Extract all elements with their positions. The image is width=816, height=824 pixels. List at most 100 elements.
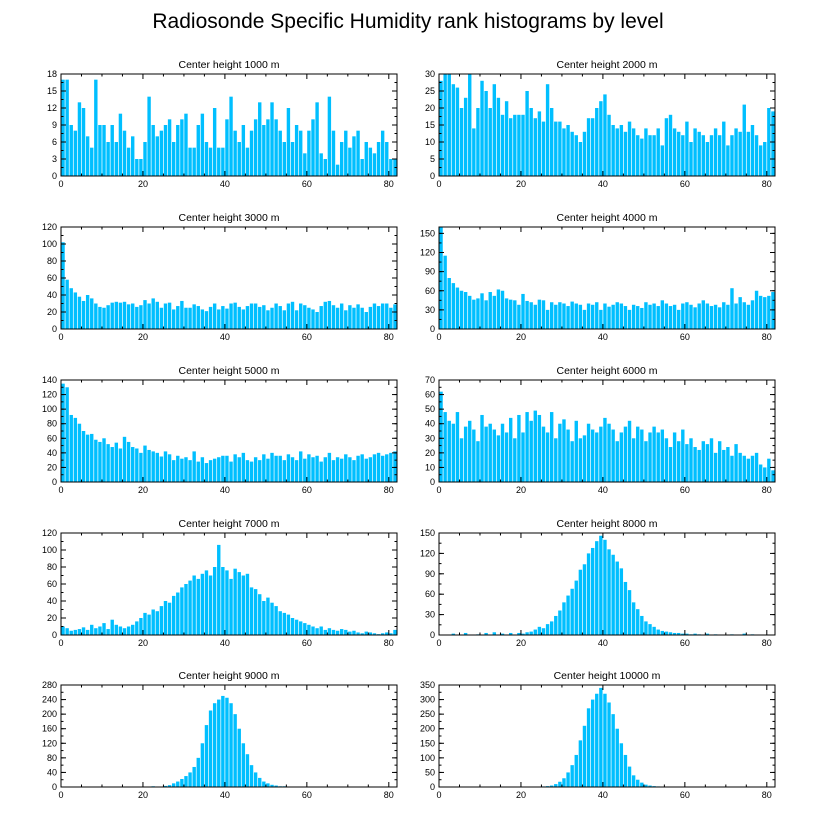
- bar: [188, 307, 192, 329]
- bar: [212, 458, 217, 482]
- bar: [611, 554, 615, 635]
- bar: [143, 142, 147, 176]
- bar: [376, 142, 381, 176]
- bar: [278, 611, 282, 635]
- bar: [131, 624, 135, 635]
- bar: [578, 142, 583, 176]
- bar: [664, 118, 669, 176]
- x-tick-label: 60: [302, 485, 312, 495]
- bar: [85, 136, 90, 176]
- bar: [754, 135, 759, 176]
- bar: [459, 290, 464, 329]
- bar: [529, 420, 533, 482]
- bar: [294, 125, 299, 176]
- bar: [253, 119, 258, 176]
- bar: [763, 467, 767, 482]
- bar: [636, 306, 640, 329]
- bar: [607, 702, 611, 787]
- y-tick-label: 20: [47, 613, 57, 623]
- bar: [106, 142, 110, 176]
- y-tick-label: 50: [425, 767, 435, 777]
- bar: [738, 452, 742, 482]
- bar: [668, 114, 673, 176]
- bar: [237, 306, 241, 329]
- x-tick-label: 80: [384, 332, 394, 342]
- bar: [352, 460, 356, 482]
- x-tick-label: 60: [680, 332, 690, 342]
- bar: [237, 142, 241, 176]
- bar-series: [541, 687, 669, 787]
- bar: [266, 119, 270, 176]
- bar: [713, 304, 718, 329]
- bar: [323, 301, 327, 329]
- bar: [484, 426, 488, 482]
- bar: [492, 632, 497, 635]
- bar: [147, 449, 151, 482]
- y-tick-label: 40: [47, 448, 57, 458]
- bar: [554, 438, 558, 482]
- bar: [106, 305, 110, 329]
- bar: [582, 725, 587, 787]
- bar: [681, 429, 685, 482]
- x-tick-label: 80: [762, 638, 772, 648]
- bar: [327, 452, 332, 482]
- y-tick-label: 60: [47, 433, 57, 443]
- y-tick-label: 150: [420, 228, 435, 238]
- bar: [496, 435, 501, 482]
- bar: [562, 303, 566, 329]
- bar: [356, 130, 360, 176]
- bar: [541, 300, 546, 329]
- y-tick-label: 9: [52, 120, 57, 130]
- bar: [734, 444, 738, 482]
- bar: [245, 460, 250, 482]
- bar: [229, 461, 233, 482]
- bar: [660, 630, 665, 635]
- bar: [339, 303, 344, 329]
- bar: [529, 108, 533, 176]
- bar: [652, 135, 656, 176]
- bar: [730, 288, 734, 329]
- bar: [463, 97, 468, 176]
- bar: [607, 423, 611, 482]
- bar: [278, 130, 282, 176]
- bar: [554, 121, 558, 176]
- bar: [81, 300, 86, 329]
- bar: [627, 420, 632, 482]
- bar: [590, 547, 595, 635]
- bar: [237, 457, 241, 482]
- bar: [644, 784, 648, 787]
- bar: [693, 633, 697, 635]
- bar: [217, 309, 221, 329]
- bar: [484, 300, 488, 329]
- bar: [241, 575, 246, 635]
- bar: [582, 309, 587, 329]
- bar: [192, 451, 196, 482]
- bar: [644, 441, 648, 482]
- bar: [541, 426, 546, 482]
- bar: [771, 111, 775, 176]
- bar: [652, 426, 656, 482]
- x-tick-label: 80: [762, 485, 772, 495]
- y-tick-label: 5: [430, 154, 435, 164]
- bar: [595, 693, 599, 787]
- bar: [615, 441, 619, 482]
- y-tick-label: 120: [42, 738, 57, 748]
- bar: [730, 135, 734, 176]
- bar: [294, 310, 299, 329]
- y-tick-label: 140: [42, 375, 57, 385]
- y-tick-label: 200: [420, 724, 435, 734]
- bar: [278, 306, 282, 329]
- bar: [372, 454, 377, 482]
- panel-title: Center height 4000 m: [557, 212, 658, 224]
- bar: [451, 283, 456, 329]
- bar-series: [61, 79, 397, 176]
- bar: [380, 303, 385, 329]
- bar: [504, 432, 509, 482]
- bar: [135, 306, 139, 329]
- bar: [196, 578, 200, 635]
- bar: [192, 147, 196, 176]
- bar: [327, 628, 332, 635]
- bar: [574, 135, 578, 176]
- bar: [648, 432, 652, 482]
- x-tick-label: 40: [598, 638, 608, 648]
